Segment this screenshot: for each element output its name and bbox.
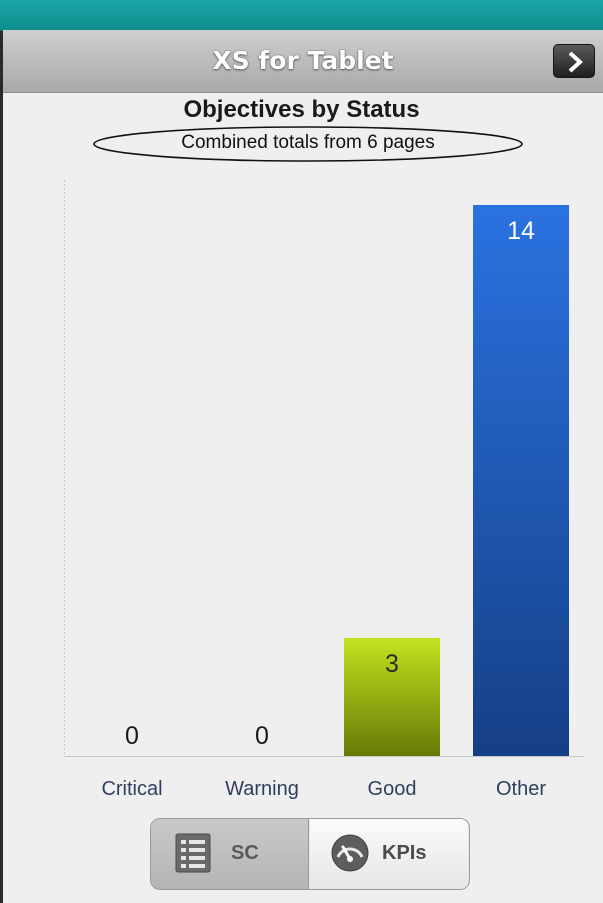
- view-toggle: SC KPIs: [150, 818, 470, 890]
- ellipse-annotation: [93, 126, 523, 162]
- data-label-other: 14: [507, 217, 535, 245]
- chart-canvas: 0 0 3 14: [64, 180, 584, 757]
- status-bar: [0, 0, 603, 31]
- x-tick-label-critical: Critical: [101, 778, 163, 800]
- tab-sc-label: SC: [231, 842, 259, 864]
- x-tick-label-other: Other: [495, 778, 547, 800]
- list-icon: [175, 833, 211, 873]
- next-button[interactable]: [553, 44, 595, 78]
- x-tick-label-warning: Warning: [225, 778, 299, 800]
- tab-kpis[interactable]: KPIs: [310, 819, 468, 889]
- chart-subtitle: Combined totals from 6 pages: [181, 132, 435, 153]
- tab-kpis-label: KPIs: [382, 842, 427, 864]
- bar-other[interactable]: [473, 205, 569, 756]
- app-header: XS for Tablet: [3, 30, 603, 93]
- data-label-good: 3: [385, 650, 399, 678]
- bar-chart: 0 0 3 14: [64, 180, 584, 758]
- data-label-critical: 0: [125, 722, 139, 750]
- chart-title: Objectives by Status: [183, 96, 420, 123]
- bar-good[interactable]: [344, 637, 440, 756]
- chart-subtitle-highlight: Combined totals from 6 pages: [92, 124, 524, 164]
- gauge-icon: [331, 834, 369, 872]
- x-tick-label-good: Good: [367, 778, 417, 800]
- chevron-right-icon: [568, 51, 583, 73]
- tab-sc[interactable]: SC: [151, 819, 309, 889]
- app-title: XS for Tablet: [212, 46, 394, 75]
- data-label-warning: 0: [255, 722, 269, 750]
